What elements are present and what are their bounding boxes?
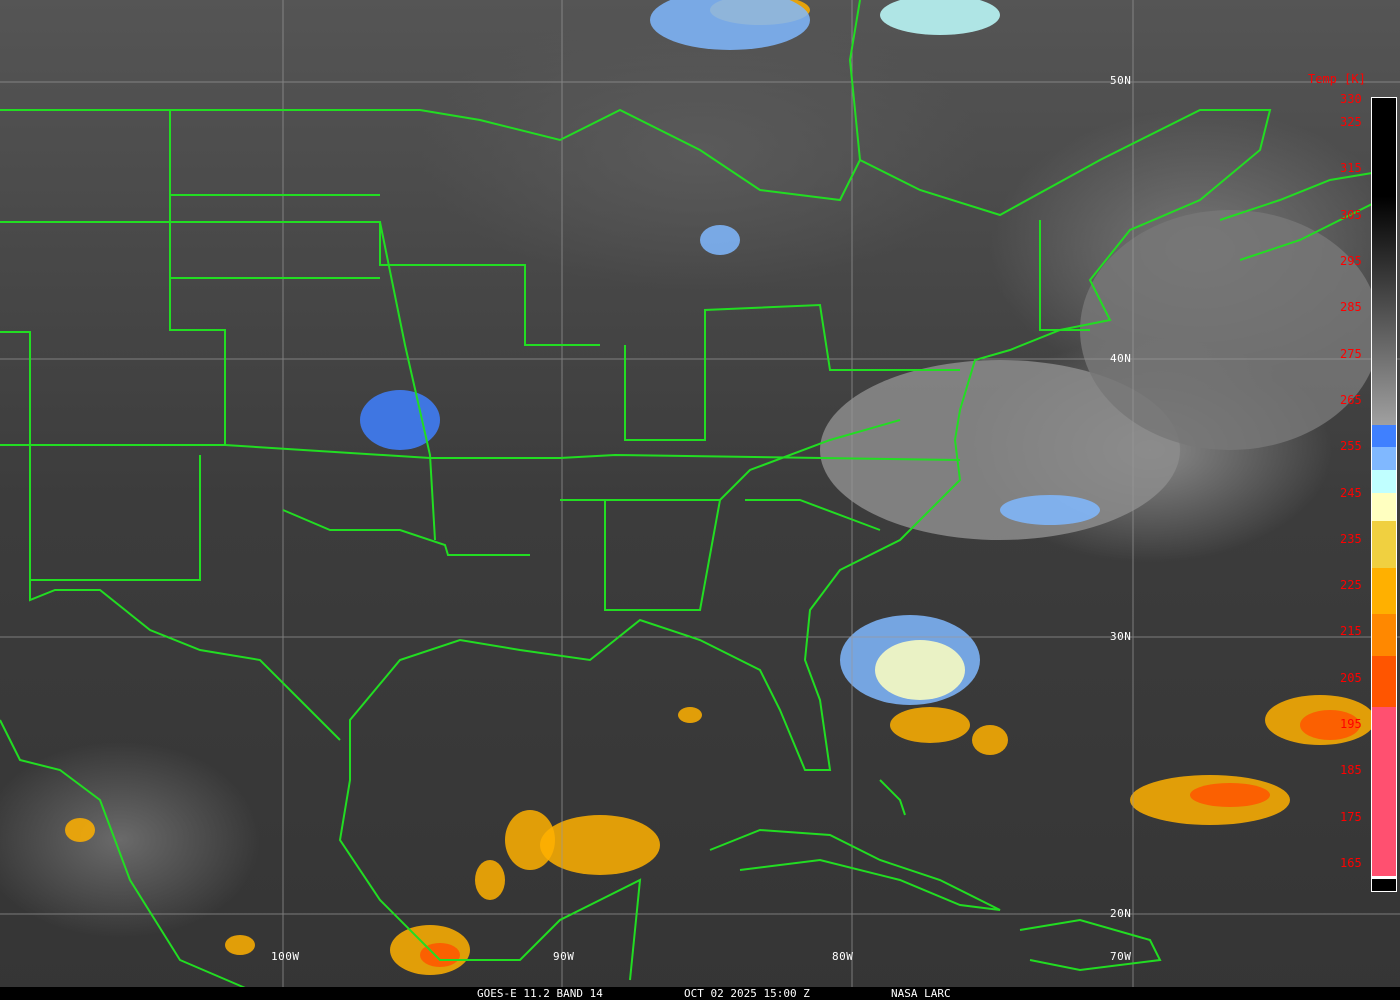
- colorbar-label: 225: [1340, 578, 1362, 593]
- cloud-feature: [972, 725, 1008, 755]
- colorbar-title: Temp [K]: [1308, 72, 1366, 86]
- cloud-feature: [650, 0, 810, 50]
- caption-satellite: GOES-E 11.2 BAND 14: [477, 987, 603, 1000]
- cloud-feature: [475, 860, 505, 900]
- colorbar-segment-pale-cyan: [1372, 470, 1396, 493]
- colorbar-label: 245: [1340, 485, 1362, 500]
- lat-label-50n: 50N: [1110, 74, 1132, 87]
- colorbar-label: 195: [1340, 717, 1362, 732]
- colorbar-segment-yellow: [1372, 521, 1396, 568]
- lon-label-80w: 80W: [832, 950, 854, 963]
- cloud-feature: [890, 707, 970, 743]
- colorbar-label: 215: [1340, 624, 1362, 639]
- colorbar-label: 295: [1340, 254, 1362, 269]
- lon-label-70w: 70W: [1110, 950, 1132, 963]
- lat-label-20n: 20N: [1110, 907, 1132, 920]
- colorbar-label: 325: [1340, 115, 1362, 130]
- colorbar-label: 175: [1340, 809, 1362, 824]
- colorbar-segment-grey-scale: [1372, 98, 1396, 425]
- colorbar-label: 165: [1340, 855, 1362, 870]
- colorbar-segment-light-blue: [1372, 447, 1396, 470]
- cloud-feature: [1000, 495, 1100, 525]
- cloud-feature: [65, 818, 95, 842]
- colorbar-label: 330: [1340, 92, 1362, 106]
- cloud-feature: [880, 0, 1000, 35]
- cloud-feature: [540, 815, 660, 875]
- caption-bar: GOES-E 11.2 BAND 14 OCT 02 2025 15:00 Z …: [0, 987, 1400, 1000]
- colorbar-label: 275: [1340, 346, 1362, 361]
- cloud-feature: [360, 390, 440, 450]
- colorbar-label: 305: [1340, 207, 1362, 222]
- colorbar-label: 255: [1340, 439, 1362, 454]
- cloud-feature: [225, 935, 255, 955]
- cloud-feature: [700, 225, 740, 255]
- cloud-feature: [820, 360, 1180, 540]
- colorbar-segment-blue: [1372, 425, 1396, 447]
- cloud-feature: [875, 640, 965, 700]
- colorbar-label: 285: [1340, 300, 1362, 315]
- temperature-colorbar: [1371, 97, 1397, 892]
- colorbar-label: 265: [1340, 392, 1362, 407]
- lon-label-90w: 90W: [553, 950, 575, 963]
- lon-label-100w: 100W: [271, 950, 300, 963]
- lat-label-40n: 40N: [1110, 352, 1132, 365]
- colorbar-label: 185: [1340, 763, 1362, 778]
- colorbar-segment-cream: [1372, 493, 1396, 521]
- colorbar-segment-pink: [1372, 707, 1396, 876]
- cloud-feature: [1300, 710, 1360, 740]
- cloud-feature: [1190, 783, 1270, 807]
- cloud-features: [65, 0, 1380, 975]
- cloud-feature: [1080, 210, 1380, 450]
- colorbar-segment-dark-orange: [1372, 614, 1396, 656]
- colorbar-segment-red-orange: [1372, 656, 1396, 707]
- cloud-feature: [678, 707, 702, 723]
- colorbar-segment-orange: [1372, 568, 1396, 614]
- caption-datetime: OCT 02 2025 15:00 Z: [684, 987, 810, 1000]
- colorbar-label: 235: [1340, 531, 1362, 546]
- colorbar-label: 315: [1340, 161, 1362, 176]
- lat-label-30n: 30N: [1110, 630, 1132, 643]
- cloud-feature: [505, 810, 555, 870]
- colorbar-label: 205: [1340, 670, 1362, 685]
- caption-source: NASA LARC: [891, 987, 951, 1000]
- colorbar-segment-white: [1372, 876, 1396, 879]
